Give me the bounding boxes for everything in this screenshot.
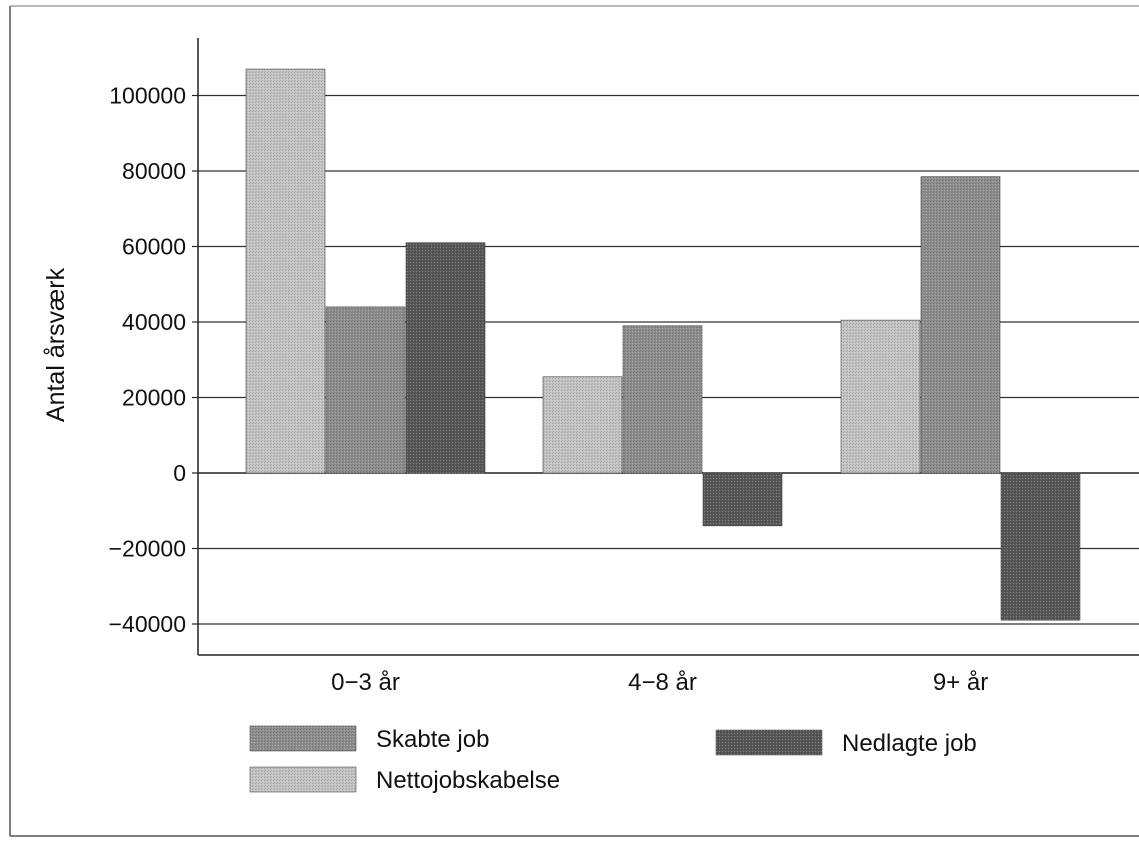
y-tick-label: 0 <box>173 460 186 486</box>
bar-texture <box>703 473 782 526</box>
x-tick-label: 4−8 år <box>628 669 697 696</box>
legend-label: Nettojobskabelse <box>376 767 560 794</box>
legend-swatch-texture <box>250 726 356 751</box>
bar-texture <box>921 176 1000 473</box>
bar-texture <box>841 320 920 473</box>
legend-swatch-texture <box>250 767 356 792</box>
y-tick-label: −20000 <box>109 536 186 562</box>
legend-label: Skabte job <box>376 726 489 753</box>
x-tick-labels: 0−3 år 4−8 år 9+ år <box>331 669 988 696</box>
y-tick-label: 40000 <box>122 309 186 335</box>
y-tick-labels: 100000 80000 60000 40000 20000 0 −20000 −40000 <box>109 83 186 638</box>
bar-texture <box>246 69 325 473</box>
y-tick-label: 80000 <box>122 158 186 184</box>
legend-label: Nedlagte job <box>842 730 977 757</box>
y-tick-label: 60000 <box>122 234 186 260</box>
bar-texture <box>326 306 405 473</box>
x-tick-label: 0−3 år <box>331 669 400 696</box>
y-tick-label: 20000 <box>122 385 186 411</box>
y-tick-label: 100000 <box>109 83 186 109</box>
bar-texture <box>543 376 622 473</box>
axes <box>192 38 1139 656</box>
legend: Skabte job Nedlagte job Nettojobskabelse <box>249 725 977 794</box>
legend-swatch-texture <box>716 730 822 755</box>
y-axis-label: Antal årsværk <box>42 267 70 422</box>
bars <box>245 68 1081 621</box>
x-tick-label: 9+ år <box>933 669 988 696</box>
bar-texture <box>623 325 702 473</box>
bar-texture <box>1001 473 1080 621</box>
bar-texture <box>406 242 485 473</box>
y-tick-label: −40000 <box>109 611 186 637</box>
